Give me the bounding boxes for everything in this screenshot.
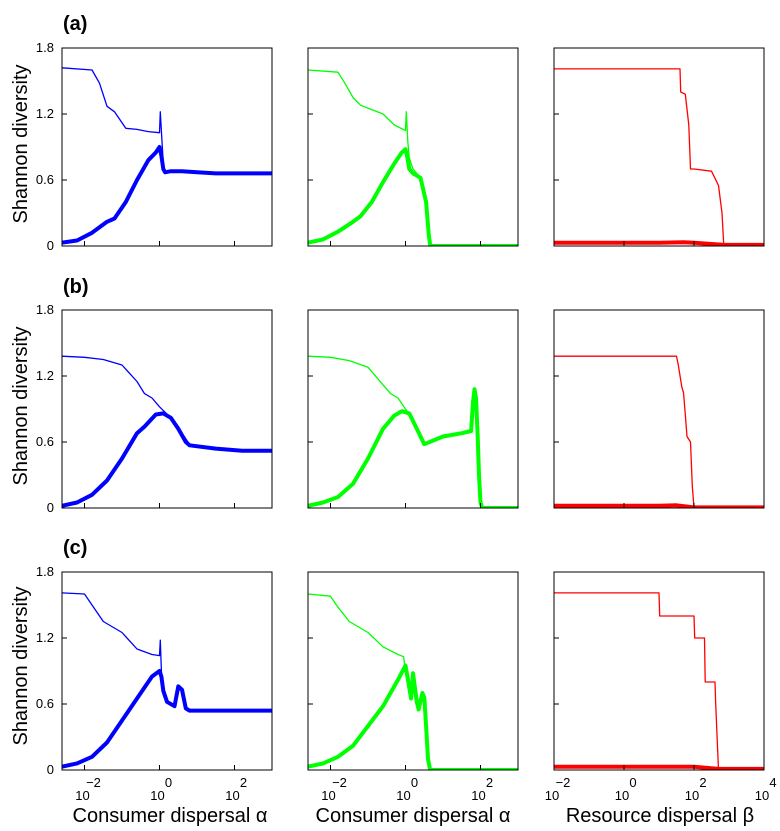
x-tick-label-base: 10 [755,788,769,803]
panel-a3 [553,47,765,247]
series-line-thin [554,68,764,246]
y-axis-label-b: Shannon diversity [10,327,32,486]
panel-label-c: (c) [63,537,87,559]
series-line-thick [554,240,764,246]
y-tick-label: 1.2 [36,106,54,121]
x-tick-label-exp: −2 [86,775,101,790]
series-line-thin [62,355,272,452]
x-tick-label-base: 10 [615,788,629,803]
x-tick-label-base: 10 [396,788,410,803]
plot-frame [61,47,273,247]
series-line-thick [554,503,764,508]
x-tick-label-base: 10 [225,788,239,803]
panel-a1: 0 0.6 1.2 1.8 [36,40,273,253]
x-axis-label-col1: Consumer dispersal α [73,805,268,827]
series-line-thin [554,592,764,770]
series-line-thick [308,663,518,770]
x-tick-label-exp: 4 [769,775,776,790]
plot-frame [553,47,765,247]
y-tick-label: 1.8 [36,564,54,579]
panel-a2 [307,47,519,247]
panels-group: 00.61.21.800.61.21.800.61.21.810−2100102… [36,40,777,803]
y-axis-label-c: Shannon diversity [10,587,32,746]
y-axis-label-a: Shannon diversity [10,65,32,224]
x-tick-label-base: 10 [471,788,485,803]
series-line-thick [62,411,272,508]
y-tick-label: 0 [47,500,54,515]
x-tick-label-exp: −2 [556,775,571,790]
plot-frame [61,571,273,771]
plot-frame [553,309,765,509]
y-tick-label: 1.2 [36,630,54,645]
y-tick-label: 0 [47,762,54,777]
x-tick-label-exp: 2 [486,775,493,790]
x-tick-label-exp: 0 [629,775,636,790]
series-line-thin [308,69,431,246]
series-line-thick [62,145,272,245]
plot-frame [553,571,765,771]
y-tick-label: 1.8 [36,302,54,317]
panel-b1: 0 0.6 1.2 1.8 [36,302,273,515]
x-tick-label-exp: 2 [699,775,706,790]
y-tick-label: 0.6 [36,696,54,711]
x-tick-label-base: 10 [545,788,559,803]
x-tick-label-exp: 2 [240,775,247,790]
series-line-thin [62,592,272,712]
y-tick-label: 0.6 [36,434,54,449]
panel-b2 [307,309,519,509]
x-tick-label-base: 10 [321,788,335,803]
series-line-thin [554,355,764,508]
panel-label-a: (a) [63,13,87,35]
x-tick-label-base: 10 [150,788,164,803]
series-line-thick [554,764,764,770]
y-tick-label: 1.8 [36,40,54,55]
series-line-thick [62,669,272,769]
x-tick-label-exp: 0 [411,775,418,790]
plot-frame [307,309,519,509]
series-line-thick [308,147,518,246]
x-tick-label-exp: −2 [332,775,347,790]
series-line-thin [308,355,425,443]
x-axis-label-col3: Resource dispersal β [566,805,754,827]
plot-frame [307,571,519,771]
plot-frame [307,47,519,247]
y-tick-label: 0 [47,238,54,253]
x-tick-label-base: 10 [75,788,89,803]
series-line-thick [308,387,518,508]
x-axis-label-col2: Consumer dispersal α [316,805,511,827]
x-tick-label-exp: 0 [165,775,172,790]
panel-b3 [553,309,765,509]
x-tick-label-base: 10 [685,788,699,803]
panel-label-b: (b) [63,276,89,298]
y-tick-label: 1.2 [36,368,54,383]
series-line-thin [62,67,272,175]
plot-frame [61,309,273,509]
y-tick-label: 0.6 [36,172,54,187]
